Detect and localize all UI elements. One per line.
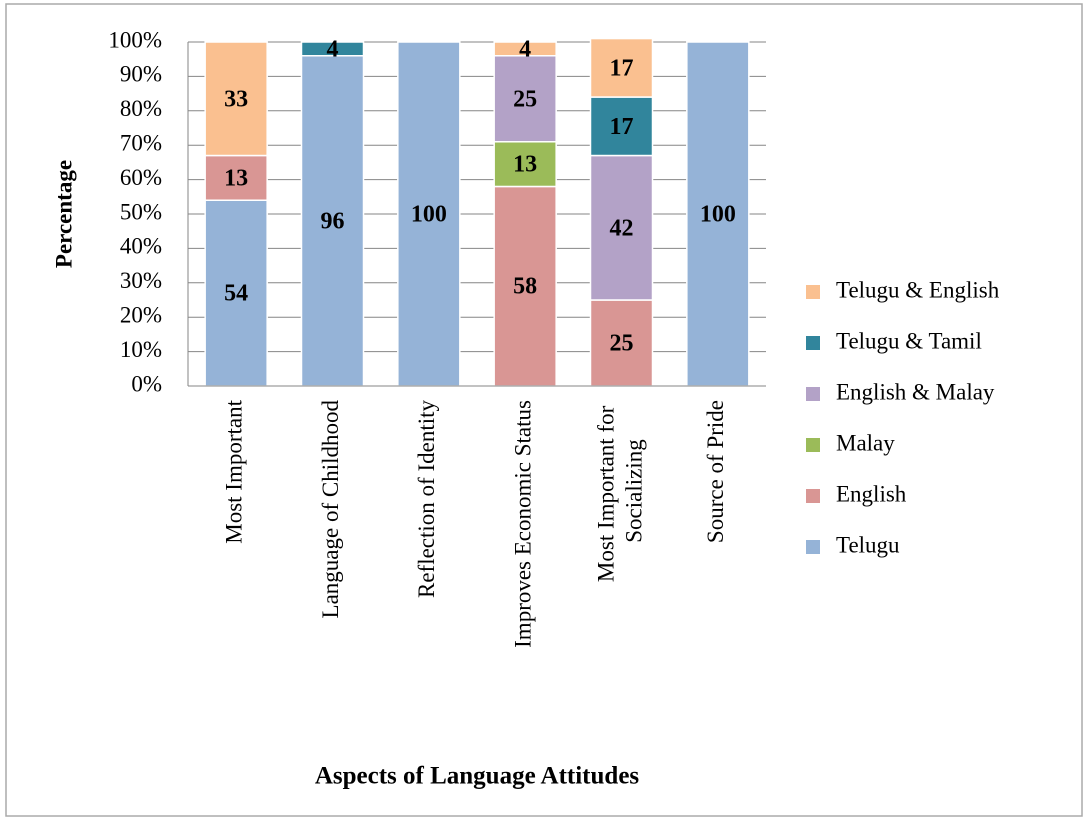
- data-label: 42: [610, 215, 634, 241]
- data-label: 25: [513, 86, 537, 112]
- legend-label: English & Malay: [836, 379, 995, 404]
- bar-segment: [589, 96, 654, 157]
- x-axis-title: Aspects of Language Attitudes: [315, 763, 640, 790]
- legend-swatch: [806, 336, 820, 350]
- legend-label: Telugu & Tamil: [836, 328, 982, 353]
- y-tick-label: 40%: [120, 234, 162, 259]
- data-label: 4: [519, 36, 531, 62]
- legend-swatch: [806, 438, 820, 452]
- x-tick-label: Improves Economic Status: [510, 400, 535, 648]
- y-tick-label: 70%: [120, 130, 162, 155]
- y-tick-label: 50%: [120, 199, 162, 224]
- y-axis-title: Percentage: [51, 160, 76, 268]
- y-tick-label: 10%: [120, 337, 162, 362]
- bar-segment: [493, 141, 557, 188]
- data-label: 25: [610, 331, 634, 357]
- y-tick-label: 90%: [120, 62, 162, 87]
- data-label: 58: [513, 274, 537, 300]
- x-tick-label: Source of Pride: [703, 400, 728, 543]
- legend-swatch: [806, 540, 820, 554]
- y-tick-label: 0%: [131, 371, 162, 396]
- bar-segment: [493, 55, 557, 143]
- data-label: 13: [513, 152, 537, 178]
- y-tick-label: 30%: [120, 268, 162, 293]
- data-label: 100: [411, 202, 447, 228]
- legend-label: English: [836, 481, 907, 506]
- bar-segment: [300, 41, 365, 57]
- x-tick-label: Most Important: [221, 399, 246, 543]
- data-label: 33: [224, 86, 248, 112]
- y-tick-label: 80%: [120, 96, 162, 121]
- x-tick-label: Reflection of Identity: [414, 400, 439, 598]
- data-label: 100: [700, 202, 736, 228]
- bar-segment: [589, 299, 654, 387]
- legend-label: Malay: [836, 430, 895, 455]
- bar-segment: [589, 154, 654, 301]
- bar-segment: [493, 41, 557, 57]
- bar-segment: [686, 41, 750, 387]
- x-tick-label: Language of Childhood: [318, 400, 343, 619]
- data-label: 96: [321, 208, 345, 234]
- legend-label: Telugu & English: [836, 277, 1000, 302]
- data-label: 54: [224, 281, 248, 307]
- legend-swatch: [806, 285, 820, 299]
- data-label: 17: [610, 114, 634, 140]
- bar-segment: [589, 37, 654, 98]
- bar-segment: [204, 41, 268, 157]
- data-label: 17: [610, 55, 634, 81]
- legend-swatch: [806, 387, 820, 401]
- x-tick-label: Most Important for Socializing: [594, 400, 647, 582]
- data-label: 13: [224, 165, 248, 191]
- y-tick-label: 100%: [108, 27, 162, 52]
- y-tick-label: 20%: [120, 302, 162, 327]
- legend-label: Telugu: [836, 532, 900, 557]
- legend-swatch: [806, 489, 820, 503]
- data-label: 4: [327, 36, 339, 62]
- y-tick-label: 60%: [120, 165, 162, 190]
